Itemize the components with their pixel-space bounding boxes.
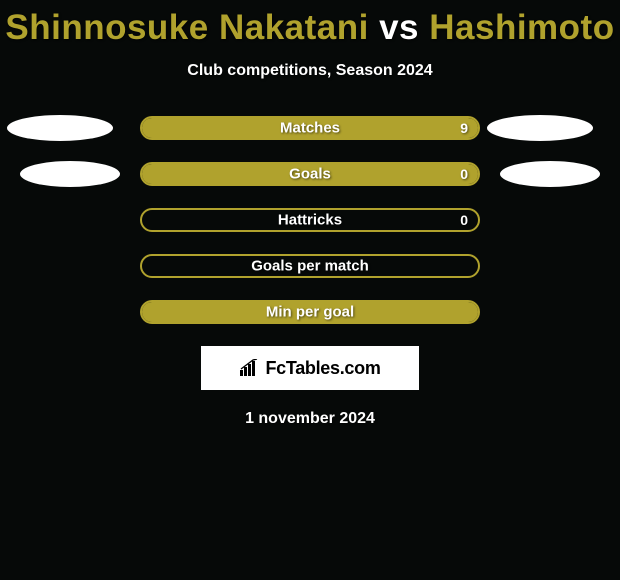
bar-value: 9 (460, 120, 468, 136)
bar-label: Hattricks (142, 212, 478, 229)
bar-fill (142, 118, 478, 138)
logo-box: FcTables.com (201, 346, 419, 390)
bar: Matches9 (140, 116, 480, 140)
fctables-logo: FcTables.com (239, 358, 380, 379)
bar-fill (142, 302, 478, 322)
page-title: Shinnosuke Nakatani vs Hashimoto (0, 0, 620, 48)
title-vs: vs (369, 8, 429, 47)
bar-fill (142, 164, 478, 184)
player-marker (20, 161, 120, 187)
bar-row: Goals per match (0, 254, 620, 278)
subtitle: Club competitions, Season 2024 (0, 62, 620, 80)
player-marker (487, 115, 593, 141)
bar-value: 0 (460, 166, 468, 182)
bar-label: Goals per match (142, 258, 478, 275)
title-p1: Shinnosuke Nakatani (5, 8, 368, 47)
bar-row: Min per goal (0, 300, 620, 324)
date-label: 1 november 2024 (0, 410, 620, 428)
player-marker (500, 161, 600, 187)
logo-text: FcTables.com (265, 358, 380, 379)
title-p2: Hashimoto (429, 8, 614, 47)
comparison-chart: Matches9Goals0Hattricks0Goals per matchM… (0, 116, 620, 324)
chart-icon (239, 359, 261, 377)
bar-value: 0 (460, 212, 468, 228)
bar: Min per goal (140, 300, 480, 324)
bar: Goals0 (140, 162, 480, 186)
player-marker (7, 115, 113, 141)
bar-row: Hattricks0 (0, 208, 620, 232)
bar: Goals per match (140, 254, 480, 278)
bar: Hattricks0 (140, 208, 480, 232)
